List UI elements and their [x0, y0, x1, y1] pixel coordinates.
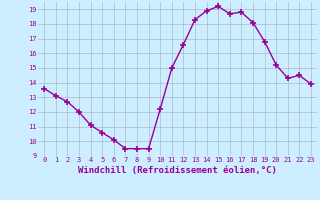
X-axis label: Windchill (Refroidissement éolien,°C): Windchill (Refroidissement éolien,°C): [78, 166, 277, 175]
